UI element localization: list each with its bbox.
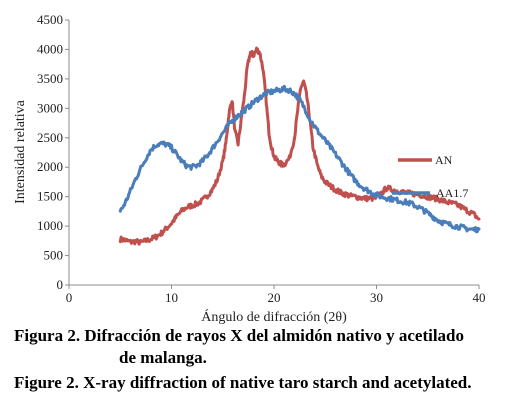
series-layer xyxy=(118,46,481,246)
caption-spanish-line1: Figura 2. Difracción de rayos X del almi… xyxy=(14,326,465,345)
series-line-aa1-7 xyxy=(118,84,481,234)
y-tick-label: 3500 xyxy=(37,71,63,86)
caption-english: Figure 2. X-ray diffraction of native ta… xyxy=(14,373,472,392)
x-tick-label: 40 xyxy=(473,290,486,305)
y-tick-label: 3000 xyxy=(37,100,63,115)
tick-labels: 0 500 1000 1500 2000 2500 3000 3500 4000 4500 0 10 2… xyxy=(37,12,486,305)
legend-label: AN xyxy=(435,153,453,167)
caption-spanish-line2: de malanga. xyxy=(119,348,207,367)
x-tick-label: 20 xyxy=(268,290,281,305)
y-axis-title: Intensidad relativa xyxy=(13,99,28,204)
legend: AN AA1.7 xyxy=(392,153,468,200)
x-tick-label: 0 xyxy=(66,290,73,305)
x-axis-title: Ángulo de difracción (2θ) xyxy=(201,308,347,325)
y-tick-label: 1000 xyxy=(37,218,63,233)
y-tick-label: 2500 xyxy=(37,130,63,145)
x-tick-label: 30 xyxy=(370,290,383,305)
legend-label: AA1.7 xyxy=(436,186,468,200)
y-tick-label: 500 xyxy=(44,248,64,263)
y-tick-label: 0 xyxy=(57,277,64,292)
y-tick-label: 4500 xyxy=(37,12,63,27)
y-tick-label: 1500 xyxy=(37,189,63,204)
xrd-chart: 0 500 1000 1500 2000 2500 3000 3500 4000 4500 0 10 2… xyxy=(13,12,486,325)
chart-axes xyxy=(65,19,480,289)
x-tick-label: 10 xyxy=(165,290,178,305)
y-tick-label: 2000 xyxy=(37,159,63,174)
y-tick-label: 4000 xyxy=(37,41,63,56)
series-line-an xyxy=(118,46,481,246)
